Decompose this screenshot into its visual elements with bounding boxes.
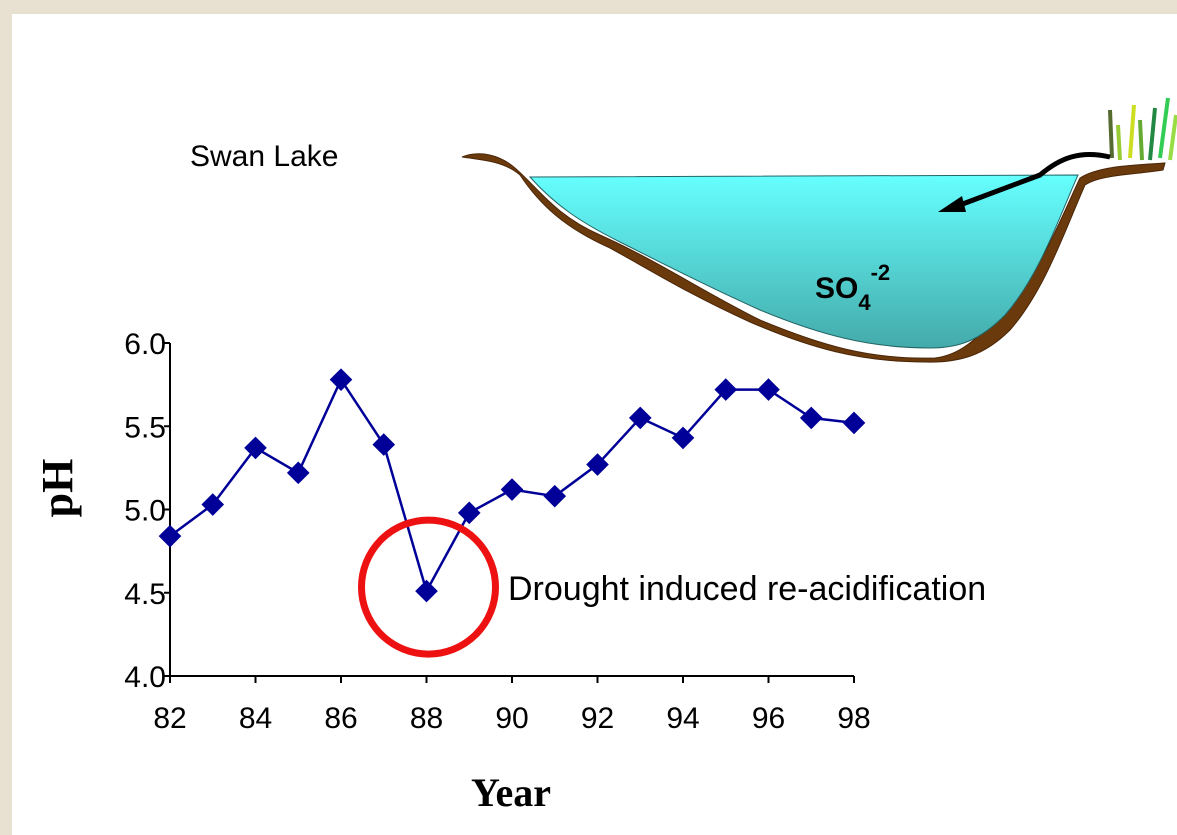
- slide-background: [12, 14, 1177, 835]
- y-tick-label: 4.0: [124, 661, 166, 694]
- y-tick-label: 5.0: [124, 495, 166, 528]
- data-point: [329, 368, 353, 391]
- ion-label: SO4-2: [815, 260, 890, 315]
- lake-illustration: [461, 97, 1177, 363]
- ion-superscript: -2: [871, 260, 891, 285]
- lake-water: [528, 174, 1079, 349]
- y-tick-label: 5.5: [124, 411, 166, 444]
- x-tick-label: 96: [752, 702, 785, 735]
- data-point: [286, 461, 310, 485]
- highlight-circle: [358, 516, 499, 658]
- lake-bed: [461, 153, 1166, 363]
- y-axis-label: pH: [33, 459, 82, 518]
- data-point: [543, 484, 567, 508]
- y-tick-label: 6.0: [124, 328, 166, 361]
- data-point: [628, 406, 652, 430]
- x-tick-label: 98: [837, 702, 870, 735]
- data-point: [500, 478, 524, 501]
- runoff-arrow: [959, 151, 1111, 208]
- y-tick-label: 4.5: [124, 578, 166, 611]
- x-tick-label: 94: [666, 702, 699, 735]
- x-tick-label: 86: [324, 702, 357, 735]
- data-point: [415, 579, 438, 603]
- x-tick-label: 82: [153, 702, 186, 735]
- ion-base: SO: [815, 272, 858, 305]
- arrow-head: [938, 196, 966, 212]
- x-tick-label: 90: [495, 702, 528, 735]
- x-tick-label: 92: [581, 702, 614, 735]
- x-tick-label: 88: [410, 702, 443, 735]
- data-point: [671, 426, 695, 450]
- data-point: [799, 406, 823, 430]
- data-point: [714, 378, 738, 401]
- data-point: [586, 453, 609, 476]
- annotation: Drought induced re-acidification: [508, 570, 986, 608]
- data-point: [757, 378, 780, 401]
- reeds: [1108, 97, 1177, 161]
- ion-subscript: 4: [858, 290, 871, 315]
- x-tick-label: 84: [239, 702, 272, 735]
- data-point: [372, 433, 396, 456]
- lake-label: Swan Lake: [190, 140, 338, 173]
- x-axis-label: Year: [471, 770, 551, 815]
- data-point: [842, 411, 866, 435]
